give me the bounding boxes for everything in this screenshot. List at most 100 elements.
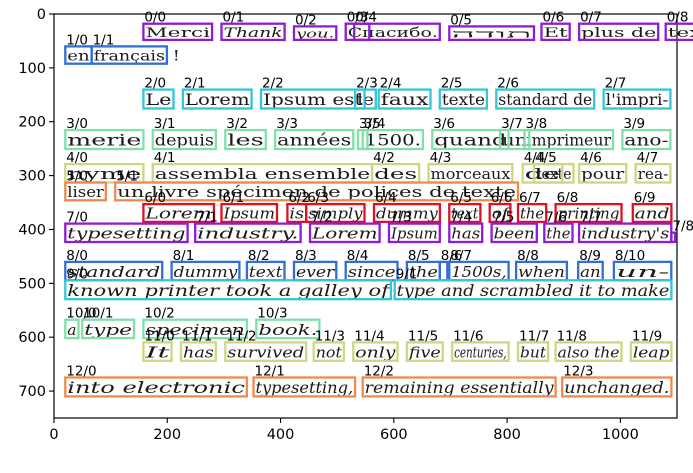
word-box [577, 22, 660, 42]
word-box [224, 128, 267, 151]
word-box [142, 341, 173, 362]
word-index-label: 2/1 [184, 76, 206, 92]
word-box [631, 202, 673, 224]
word-box [220, 202, 279, 224]
word-box [393, 279, 673, 301]
document-word: leap [633, 343, 670, 361]
word-index-label: 6/9 [634, 190, 656, 206]
word-box [142, 88, 175, 110]
document-word: Ipsum [390, 225, 438, 243]
word-box [516, 202, 548, 224]
word-index-label: 8/1 [173, 248, 195, 264]
document-word: has [183, 343, 214, 361]
word-index-label: 2/3 [356, 76, 378, 92]
word-box [377, 88, 432, 110]
word-index-labels: 0/0 0/1 0/2 0/30/4 0/5 0/6 0/7 0/8 1/0 1/1 2/0 2/1 2… [66, 10, 693, 380]
document-word: known printer took a galley of [67, 282, 393, 300]
document-word: text [249, 263, 284, 281]
document-word: Lorem [144, 206, 212, 223]
word-box [629, 341, 673, 362]
word-box [224, 341, 308, 362]
word-index-label: 3/8 [526, 116, 548, 132]
word-index-label: 3/6 [433, 116, 455, 132]
document-word: you. [294, 27, 334, 40]
document-word: but [520, 343, 547, 361]
document-word: un livre spécimen de polices de texte [117, 184, 516, 201]
word-box [344, 22, 441, 42]
document-word: depuis [155, 132, 214, 150]
word-index-label: 0/2 [295, 12, 317, 28]
word-box [602, 88, 672, 110]
document-word: pour [581, 165, 625, 183]
word-index-label: 11/0 [144, 328, 174, 344]
word-box [438, 88, 489, 110]
document-word: printing [558, 206, 620, 223]
x-tick-label: 200 [153, 427, 181, 443]
document-word: français [94, 49, 165, 65]
word-index-label: 6/7 [519, 190, 541, 206]
document-word: des [374, 165, 417, 183]
word-box [305, 202, 366, 224]
word-box [353, 88, 377, 110]
word-box [634, 162, 672, 184]
word-index-label: 3/1 [154, 116, 176, 132]
document-word: also the [558, 343, 620, 361]
document-word: is [289, 206, 304, 223]
word-index-label: 4/6 [580, 150, 602, 166]
word-index-label: 3/3 [276, 116, 298, 132]
document-word: Ipsum [222, 206, 275, 223]
word-index-label: 11/8 [557, 328, 587, 344]
word-index-label: 6/6 [491, 190, 513, 206]
word-box [220, 22, 286, 42]
word-box [274, 128, 355, 151]
word-box [431, 128, 510, 151]
word-box [448, 222, 484, 244]
document-word: and [635, 206, 670, 223]
word-index-label: 0/3 [347, 10, 369, 26]
word-index-label: 2/2 [262, 76, 284, 92]
document-word: Thank [224, 26, 283, 41]
word-box [181, 88, 253, 110]
document-word: faux [381, 91, 429, 109]
document-word: en [67, 49, 89, 65]
y-tick-label: 300 [18, 169, 46, 185]
document-word: Le [145, 91, 171, 109]
document-word: has [451, 225, 480, 243]
word-index-label: 4/2 [373, 150, 395, 166]
word-box [448, 202, 482, 224]
word-box [495, 88, 596, 110]
word-index-label: 3/7 [501, 116, 523, 132]
word-box [543, 222, 574, 244]
document-word: Merci [145, 26, 210, 41]
document-word: quand [434, 132, 506, 150]
word-box [64, 181, 107, 202]
word-index-label: 8/6 [441, 248, 463, 264]
word-index-label: 6/5 [450, 190, 472, 206]
document-word: since [348, 263, 396, 281]
document-word: les [227, 132, 264, 150]
document-word: Ipsum est [263, 91, 363, 109]
word-index-label: 11/5 [408, 328, 438, 344]
document-word: the [409, 263, 438, 281]
word-box [498, 128, 531, 151]
document-word: ano- [624, 132, 668, 150]
document-word: an [580, 263, 601, 281]
word-box [353, 22, 371, 42]
document-word: texte [668, 26, 693, 41]
document-word: l'impri- [606, 91, 669, 109]
word-index-label: 7/5 [493, 210, 515, 226]
word-box [621, 128, 672, 151]
word-index-label: 9/1 [396, 266, 418, 282]
document-word: when [518, 263, 565, 281]
word-box [64, 128, 145, 151]
word-index-label: 4/3 [430, 150, 452, 166]
word-index-label: 7/7 [580, 210, 602, 226]
word-index-label: 12/1 [255, 364, 285, 380]
document-word: Et [543, 26, 568, 41]
y-tick-label: 0 [37, 7, 46, 23]
word-index-label: 8/0 [66, 248, 88, 264]
document-word: book. [258, 321, 317, 339]
word-index-label: 10/1 [83, 306, 113, 322]
word-box [142, 318, 249, 340]
